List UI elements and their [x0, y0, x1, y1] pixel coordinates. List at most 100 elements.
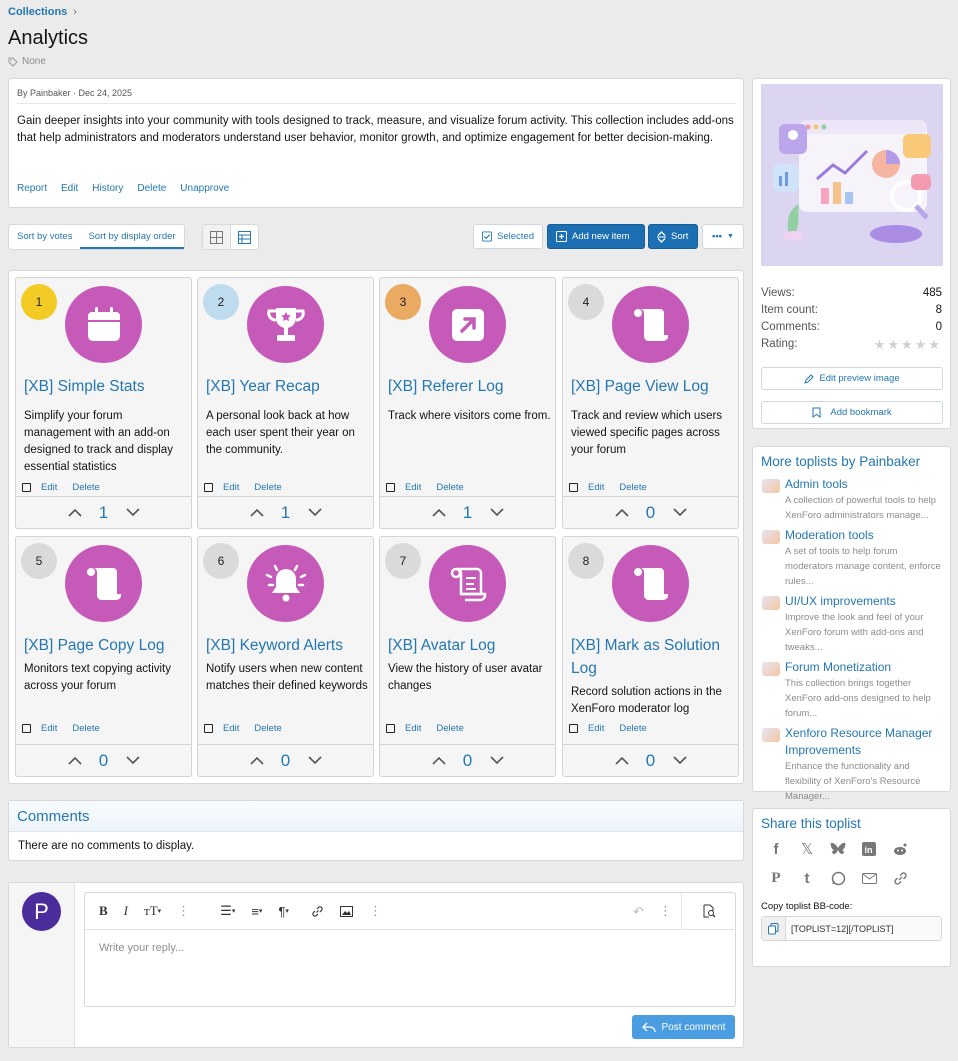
more-toplist-title[interactable]: Forum Monetization — [785, 660, 892, 674]
item-title[interactable]: [XB] Simple Stats — [24, 378, 145, 395]
paragraph-icon[interactable]: ¶ ▾ — [278, 903, 289, 919]
select-checkbox[interactable] — [569, 483, 578, 492]
item-delete-link[interactable]: Delete — [72, 482, 100, 493]
more-vertical-icon[interactable]: ⋮ — [177, 903, 191, 918]
table-view-button[interactable] — [230, 224, 259, 250]
item-title[interactable]: [XB] Mark as Solution Log — [571, 637, 721, 677]
more-toplist-title[interactable]: Moderation tools — [785, 528, 874, 542]
toplist-thumbnail[interactable] — [762, 479, 780, 493]
item-delete-link[interactable]: Delete — [436, 723, 464, 734]
selected-button[interactable]: Selected — [473, 224, 543, 249]
item-card[interactable]: 4 [XB] Page View Log Track and review wh… — [562, 277, 739, 529]
select-checkbox[interactable] — [22, 483, 31, 492]
item-delete-link[interactable]: Delete — [436, 482, 464, 493]
item-edit-link[interactable]: Edit — [223, 723, 240, 734]
toplist-thumbnail[interactable] — [762, 530, 780, 544]
more-toplist-title[interactable]: UI/UX improvements — [785, 594, 896, 608]
item-card[interactable]: 3 [XB] Referer Log Track where visitors … — [379, 277, 556, 529]
toplist-thumbnail[interactable] — [762, 596, 780, 610]
bluesky-icon[interactable] — [829, 840, 847, 858]
calendar-icon[interactable] — [65, 286, 142, 363]
select-checkbox[interactable] — [204, 724, 213, 733]
item-title[interactable]: [XB] Year Recap — [206, 378, 320, 395]
item-edit-link[interactable]: Edit — [41, 482, 58, 493]
item-card[interactable]: 2 [XB] Year Recap A personal look back a… — [197, 277, 374, 529]
select-checkbox[interactable] — [22, 724, 31, 733]
edit-preview-image-button[interactable]: Edit preview image — [761, 367, 943, 390]
star-icon[interactable]: ★ — [873, 337, 888, 352]
more-vertical-icon[interactable]: ⋮ — [659, 903, 672, 918]
more-vertical-icon[interactable]: ⋮ — [368, 903, 382, 918]
item-edit-link[interactable]: Edit — [223, 482, 240, 493]
bbcode-field[interactable]: [TOPLIST=12][/TOPLIST] — [761, 916, 942, 941]
avatar[interactable]: P — [22, 892, 61, 931]
bbcode-value[interactable]: [TOPLIST=12][/TOPLIST] — [791, 923, 894, 934]
item-card[interactable]: 6 [XB] Keyword Alerts Notify users when … — [197, 536, 374, 777]
trophy-icon[interactable] — [247, 286, 324, 363]
undo-icon[interactable]: ↶ — [633, 904, 644, 919]
external-arrow-icon[interactable] — [429, 286, 506, 363]
tumblr-icon[interactable]: t — [804, 869, 810, 887]
downvote-icon[interactable] — [489, 508, 504, 517]
more-toplist-title[interactable]: Admin tools — [785, 477, 848, 491]
edit-link[interactable]: Edit — [61, 183, 79, 194]
breadcrumb[interactable]: Collections › — [8, 6, 77, 18]
item-delete-link[interactable]: Delete — [254, 723, 282, 734]
sort-button[interactable]: Sort — [648, 224, 698, 249]
select-checkbox[interactable] — [386, 483, 395, 492]
downvote-icon[interactable] — [489, 756, 504, 765]
downvote-icon[interactable] — [672, 756, 687, 765]
more-options-button[interactable]: ••• ▼ — [702, 224, 744, 249]
item-edit-link[interactable]: Edit — [41, 723, 58, 734]
item-title[interactable]: [XB] Page View Log — [571, 378, 709, 395]
history-link[interactable]: History — [92, 183, 124, 194]
select-checkbox[interactable] — [386, 724, 395, 733]
reddit-icon[interactable] — [891, 840, 909, 858]
tab-sort-votes[interactable]: Sort by votes — [17, 231, 73, 242]
item-edit-link[interactable]: Edit — [405, 723, 422, 734]
scroll-outline-icon[interactable] — [429, 545, 506, 622]
align-icon[interactable]: ≡ ▾ — [251, 903, 263, 919]
image-icon[interactable] — [339, 905, 353, 917]
item-title[interactable]: [XB] Keyword Alerts — [206, 637, 343, 654]
email-icon[interactable] — [860, 869, 878, 887]
tab-sort-display-order[interactable]: Sort by display order — [80, 225, 184, 249]
item-edit-link[interactable]: Edit — [588, 482, 605, 493]
item-card[interactable]: 7 [XB] Avatar Log View the history of us… — [379, 536, 556, 777]
item-delete-link[interactable]: Delete — [619, 723, 647, 734]
upvote-icon[interactable] — [67, 756, 82, 765]
bold-icon[interactable]: B — [99, 903, 108, 918]
preview-icon[interactable] — [681, 893, 736, 929]
scroll-icon[interactable] — [612, 545, 689, 622]
downvote-icon[interactable] — [672, 508, 687, 517]
link-icon[interactable] — [311, 905, 324, 918]
upvote-icon[interactable] — [249, 756, 264, 765]
item-title[interactable]: [XB] Referer Log — [388, 378, 504, 395]
item-edit-link[interactable]: Edit — [588, 723, 605, 734]
item-card[interactable]: 5 [XB] Page Copy Log Monitors text copyi… — [15, 536, 192, 777]
downvote-icon[interactable] — [125, 756, 140, 765]
report-link[interactable]: Report — [17, 183, 48, 194]
upvote-icon[interactable] — [431, 756, 446, 765]
star-icon[interactable]: ★ — [901, 337, 915, 352]
rating-stars[interactable]: ★★★★★ — [874, 336, 942, 353]
star-icon[interactable]: ★ — [928, 337, 942, 352]
item-delete-link[interactable]: Delete — [72, 723, 100, 734]
scroll-icon[interactable] — [612, 286, 689, 363]
upvote-icon[interactable] — [431, 508, 446, 517]
downvote-icon[interactable] — [307, 756, 322, 765]
scroll-icon[interactable] — [65, 545, 142, 622]
list-icon[interactable]: ☰ ▾ — [220, 903, 236, 918]
linkedin-icon[interactable]: in — [860, 840, 878, 858]
x-icon[interactable]: 𝕏 — [800, 841, 814, 858]
post-comment-button[interactable]: Post comment — [632, 1015, 735, 1039]
text-size-icon[interactable]: тT ▾ — [144, 903, 162, 918]
star-icon[interactable]: ★ — [914, 337, 929, 352]
reply-placeholder[interactable]: Write your reply... — [99, 942, 185, 954]
delete-link[interactable]: Delete — [137, 183, 167, 194]
item-delete-link[interactable]: Delete — [619, 482, 647, 493]
select-checkbox[interactable] — [204, 483, 213, 492]
select-checkbox[interactable] — [569, 724, 578, 733]
whatsapp-icon[interactable] — [829, 869, 847, 887]
item-delete-link[interactable]: Delete — [254, 482, 282, 493]
